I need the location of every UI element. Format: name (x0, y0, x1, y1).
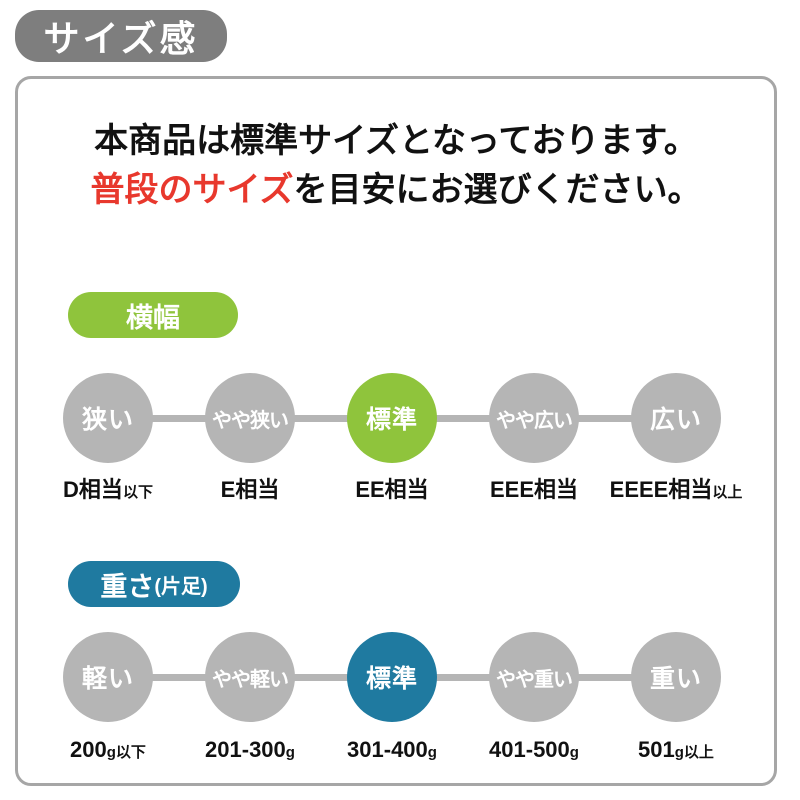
width-badge-label: 横幅 (126, 302, 180, 333)
weight-circle-1: 軽い (63, 632, 153, 722)
width-scale-steps: 狭い やや狭い 標準 やや広い 広い (37, 373, 747, 463)
weight-circle-5: 重い (631, 632, 721, 722)
intro-line-1: 本商品は標準サイズとなっております。 (94, 122, 698, 160)
weight-step-5: 重い (605, 632, 747, 722)
width-scale-label-suffix: 以上 (712, 484, 743, 501)
weight-circle-label: やや重い (496, 668, 573, 691)
width-circle-2: やや狭い (205, 373, 295, 463)
weight-scale-label-suffix: g以下 (106, 744, 146, 761)
weight-scale-steps: 軽い やや軽い 標準 やや重い 重い (37, 632, 747, 722)
width-circle-3-active: 標準 (347, 373, 437, 463)
intro-highlight: 普段のサイズ (90, 171, 294, 209)
width-step-3: 標準 (321, 373, 463, 463)
weight-badge-label: 重さ (100, 571, 155, 602)
intro-line-2: 普段のサイズを目安にお選びください。 (18, 166, 774, 215)
weight-circle-label: やや軽い (212, 668, 289, 691)
weight-scale-label-main: 301-400 (347, 737, 428, 762)
width-circle-1: 狭い (63, 373, 153, 463)
width-step-2: やや狭い (179, 373, 321, 463)
width-badge: 横幅 (68, 292, 238, 338)
weight-step-2: やや軽い (179, 632, 321, 722)
weight-circle-label: 軽い (81, 665, 134, 693)
width-scale-label-main: EEE相当 (489, 477, 579, 502)
weight-scale-label-main: 200 (70, 737, 107, 762)
weight-scale-label-suffix: g (569, 744, 579, 761)
width-scale-label-suffix: 以下 (122, 484, 153, 501)
width-circle-label: やや狭い (212, 409, 289, 432)
intro-line-2-rest: を目安にお選びください。 (293, 171, 702, 209)
weight-scale-label-suffix: g以上 (674, 744, 714, 761)
weight-scale-label-5: 501g以上 (605, 737, 747, 766)
width-circle-label: 広い (649, 406, 702, 434)
weight-circle-label: 重い (649, 665, 702, 693)
width-step-1: 狭い (37, 373, 179, 463)
weight-scale-labels: 200g以下 201-300g 301-400g 401-500g 501g以上 (37, 737, 747, 765)
width-step-5: 広い (605, 373, 747, 463)
weight-step-4: やや重い (463, 632, 605, 722)
weight-badge: 重さ (片足) (68, 561, 240, 607)
weight-badge-sublabel: (片足) (154, 575, 208, 598)
weight-circle-label: 標準 (365, 665, 418, 693)
weight-scale-label-suffix: g (427, 744, 437, 761)
weight-circle-2: やや軽い (205, 632, 295, 722)
weight-scale-label-4: 401-500g (463, 737, 605, 766)
width-scale-label-main: D相当 (63, 477, 123, 502)
width-circle-label: 標準 (365, 406, 418, 434)
width-circle-label: やや広い (496, 409, 573, 432)
width-circle-label: 狭い (81, 406, 134, 434)
width-scale-label-1: D相当以下 (37, 477, 179, 506)
width-scale-label-3: EE相当 (321, 477, 463, 503)
size-info-panel: 本商品は標準サイズとなっております。 普段のサイズを目安にお選びください。 横幅… (15, 76, 777, 786)
weight-circle-3-active: 標準 (347, 632, 437, 722)
width-scale-labels: D相当以下 E相当 EE相当 EEE相当 EEEE相当以上 (37, 477, 747, 505)
weight-scale-label-main: 201-300 (205, 737, 286, 762)
weight-scale-label-1: 200g以下 (37, 737, 179, 766)
weight-circle-4: やや重い (489, 632, 579, 722)
width-scale-label-5: EEEE相当以上 (605, 477, 747, 506)
width-scale-label-main: EEEE相当 (609, 477, 713, 502)
weight-step-1: 軽い (37, 632, 179, 722)
weight-scale-label-suffix: g (285, 744, 295, 761)
weight-step-3: 標準 (321, 632, 463, 722)
weight-scale-label-main: 401-500 (489, 737, 570, 762)
width-scale-label-main: E相当 (220, 477, 280, 502)
width-circle-5: 広い (631, 373, 721, 463)
width-step-4: やや広い (463, 373, 605, 463)
width-scale-label-2: E相当 (179, 477, 321, 503)
weight-scale-label-2: 201-300g (179, 737, 321, 766)
intro-text: 本商品は標準サイズとなっております。 普段のサイズを目安にお選びください。 (18, 117, 774, 215)
weight-scale-label-3: 301-400g (321, 737, 463, 766)
width-circle-4: やや広い (489, 373, 579, 463)
weight-scale-label-main: 501 (638, 737, 675, 762)
page-title-badge: サイズ感 (15, 10, 227, 62)
width-scale-label-4: EEE相当 (463, 477, 605, 503)
width-scale-label-main: EE相当 (355, 477, 429, 502)
